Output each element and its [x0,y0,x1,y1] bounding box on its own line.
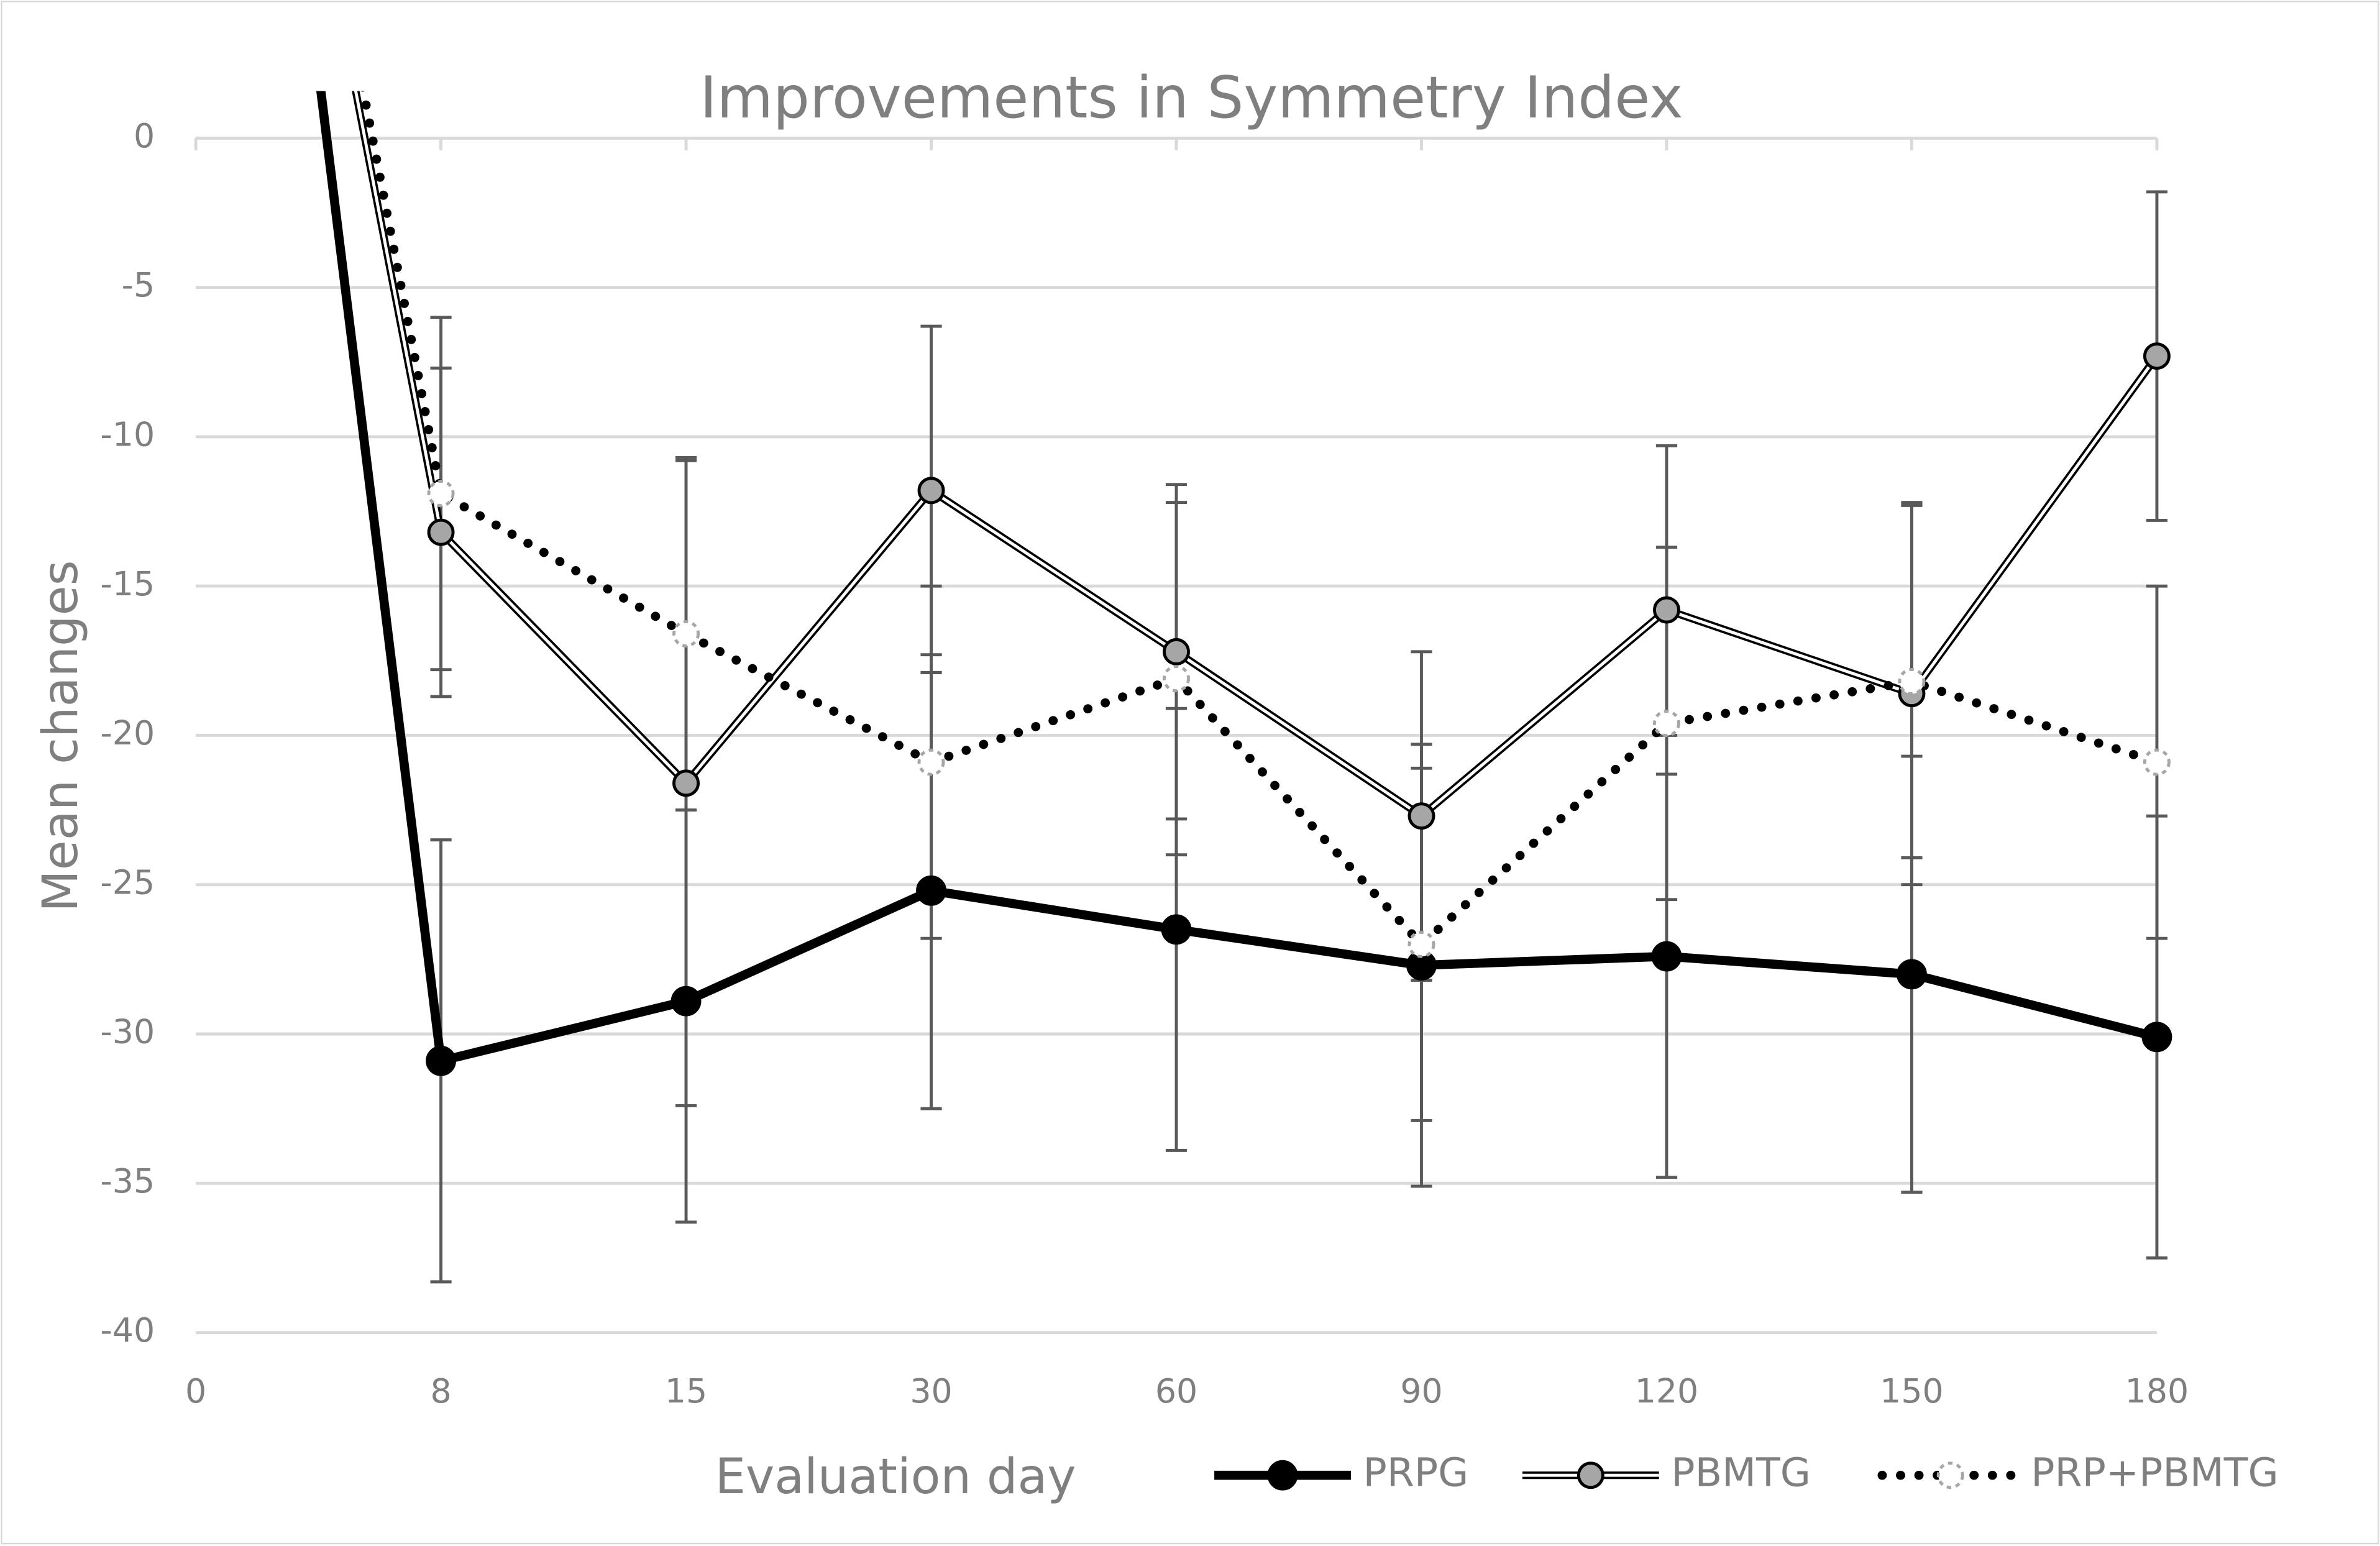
marker [1163,665,1191,693]
y-tick-label: -40 [100,1310,155,1350]
marker [1897,959,1927,990]
legend-label: PRPG [1363,1450,1468,1496]
x-tick-label: 8 [430,1371,451,1411]
marker [917,477,945,505]
y-tick-label: -5 [122,265,155,304]
x-tick-label: 150 [1880,1371,1944,1411]
x-tick-label: 60 [1155,1371,1197,1411]
marker [2143,748,2171,776]
chart-title: Improvements in Symmetry Index [700,64,1683,131]
legend-entry: PBMTG [1522,1450,1811,1496]
x-tick-label: 180 [2125,1371,2189,1411]
y-tick-label: -30 [100,1012,155,1051]
y-axis-label: Mean changes [32,560,89,912]
legend-marker [1577,1461,1604,1489]
y-tick-label: -25 [100,862,155,902]
y-tick-label: -20 [100,713,155,752]
marker [1652,596,1680,624]
marker [1407,802,1435,830]
marker [672,769,700,797]
x-tick-label: 120 [1635,1371,1699,1411]
marker [916,875,946,906]
legend-entry: PRP+PBMTG [1877,1450,2279,1496]
marker [1163,638,1191,666]
marker [427,480,455,508]
legend-label: PBMTG [1671,1450,1811,1496]
marker [672,620,700,648]
y-tick-label: -35 [100,1161,155,1201]
y-tick-label: -10 [100,414,155,454]
marker [1161,914,1192,945]
legend-entry: PRPG [1214,1450,1468,1496]
marker [427,518,455,546]
x-tick-label: 15 [665,1371,707,1411]
x-axis-label: Evaluation day [715,1448,1076,1505]
marker [1407,930,1435,958]
y-tick-label: 0 [134,116,155,155]
marker [426,1045,457,1076]
y-tick-label: -15 [100,564,155,603]
marker [2141,1022,2172,1053]
legend: PRPG PBMTG PRP+PBMTG [1214,1450,2279,1496]
marker [917,748,945,776]
marker [1898,667,1926,695]
legend-marker [1936,1461,1964,1489]
plot-area [316,91,2172,1284]
legend-marker [1267,1460,1298,1491]
marker [1651,941,1682,972]
x-tick-label: 90 [1400,1371,1442,1411]
marker [671,986,702,1017]
x-tick-label: 30 [910,1371,952,1411]
legend-label: PRP+PBMTG [2031,1450,2279,1496]
marker [2143,342,2171,370]
x-tick-label: 0 [185,1371,206,1411]
marker [1652,710,1680,738]
